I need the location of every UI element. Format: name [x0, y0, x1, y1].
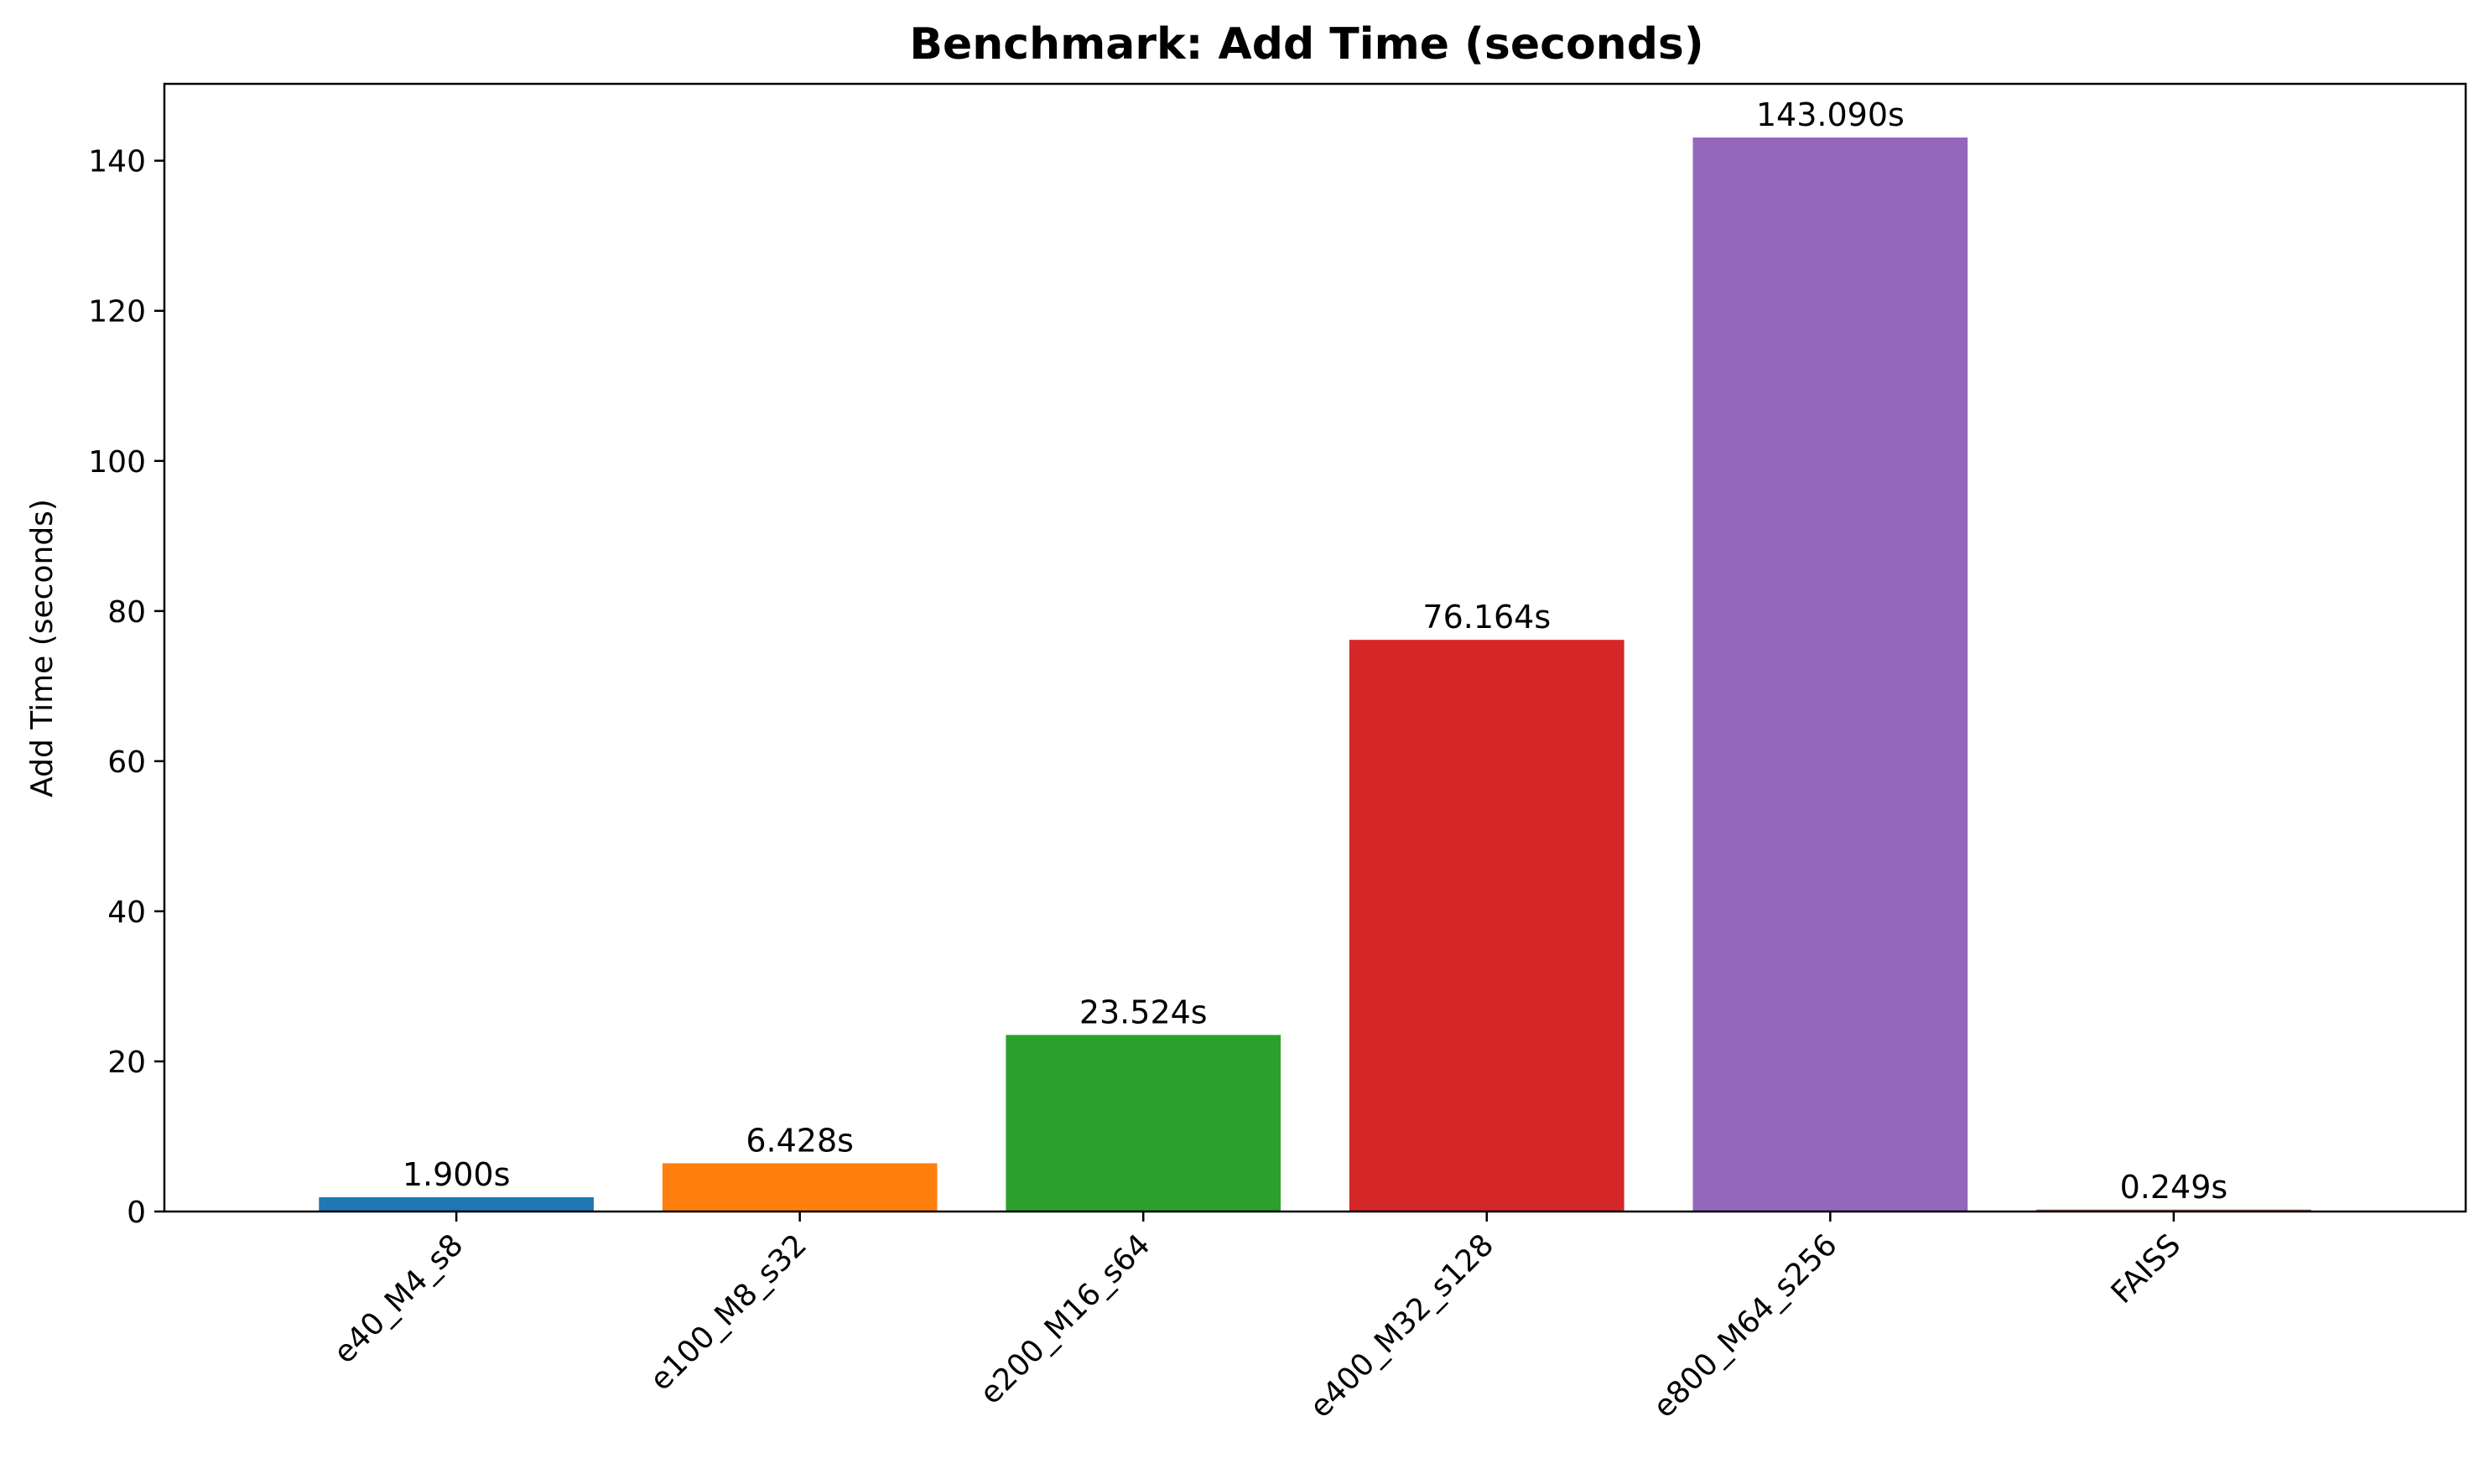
y-tick-label: 0 — [127, 1196, 146, 1230]
data-label: 1.900s — [403, 1156, 511, 1193]
y-tick-label: 140 — [88, 145, 146, 179]
bar — [1692, 138, 1968, 1212]
plot-frame — [163, 82, 2467, 1213]
data-label: 76.164s — [1422, 599, 1551, 636]
bar — [1349, 640, 1624, 1212]
data-label: 23.524s — [1079, 994, 1208, 1030]
y-tick-label: 120 — [88, 295, 146, 329]
data-label: 6.428s — [746, 1122, 854, 1159]
chart-title: Benchmark: Add Time (seconds) — [909, 19, 1703, 70]
bar — [319, 1196, 594, 1212]
data-label: 143.090s — [1756, 96, 1905, 133]
data-label: 0.249s — [2120, 1169, 2228, 1206]
y-tick-label: 100 — [88, 445, 146, 480]
y-tick-label: 60 — [107, 745, 146, 780]
bar — [1006, 1035, 1281, 1212]
y-tick-label: 20 — [107, 1046, 146, 1080]
y-tick-label: 40 — [107, 895, 146, 930]
y-axis-label: Add Time (seconds) — [25, 499, 60, 797]
bar — [662, 1163, 938, 1212]
y-tick-label: 80 — [107, 595, 146, 630]
